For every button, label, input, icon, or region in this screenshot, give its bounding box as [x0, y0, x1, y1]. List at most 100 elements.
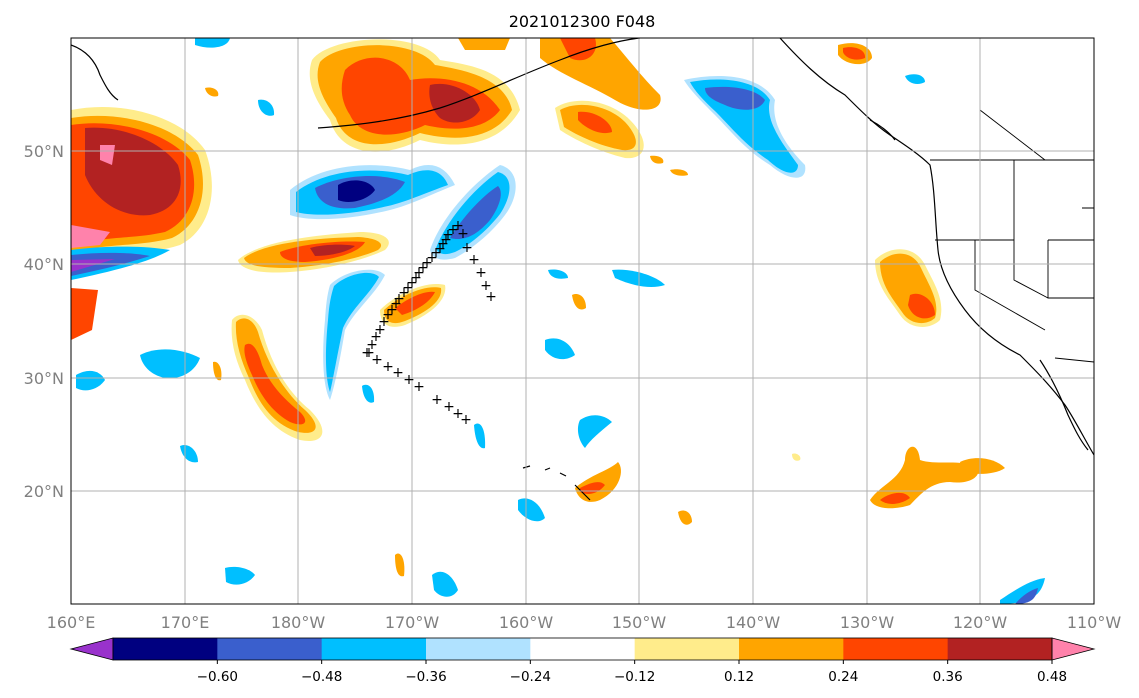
colorbar-segment: [843, 638, 949, 660]
track-marker: +: [378, 314, 390, 330]
nevada-california-border: [974, 240, 1046, 331]
positive-anomaly-region: [870, 446, 979, 509]
storm-track: ++++++++++++++++++++++++++ ++ +++ +++++++++: [361, 218, 497, 428]
lon-tick-label: 140°W: [726, 613, 781, 632]
lon-tick-label: 170°E: [161, 613, 210, 632]
negative-anomaly-region: [450, 186, 501, 240]
positive-anomaly-region: [71, 288, 98, 340]
negative-anomaly-region: [548, 269, 568, 279]
negative-anomaly-region: [71, 259, 115, 272]
track-marker: +: [460, 412, 472, 428]
track-marker: +: [392, 365, 404, 381]
negative-anomaly-region: [690, 79, 798, 173]
track-marker: +: [434, 241, 446, 257]
map-frame: [70, 37, 1095, 605]
colorbar: −0.60 −0.48 −0.36 −0.24 −0.12 0.12 0.24 0.36 0.4…: [69, 637, 1096, 685]
positive-anomaly-region: [458, 38, 510, 50]
lon-tick-label: 110°W: [1067, 613, 1122, 632]
positive-anomaly-region: [960, 458, 1005, 474]
track-marker: +: [452, 218, 464, 234]
kamchatka-coast: [71, 44, 119, 101]
track-marker: +: [457, 226, 469, 242]
lon-tick-label: 120°W: [953, 613, 1008, 632]
track-marker: +: [410, 270, 422, 286]
track-marker: +: [374, 322, 386, 338]
state-borders: [935, 160, 1094, 299]
lat-tick-label: 20°N: [24, 482, 64, 501]
track-marker: +: [366, 337, 378, 353]
negative-anomaly-region: [1000, 578, 1045, 604]
negative-anomaly-region: [905, 74, 925, 84]
track-marker: +: [443, 399, 455, 415]
plot-title: 2021012300 F048: [509, 12, 656, 31]
track-marker: +: [413, 379, 425, 395]
track-marker: +: [475, 265, 487, 281]
track-marker: +: [386, 302, 398, 318]
track-marker: +: [431, 392, 443, 408]
colorbar-segment: [321, 638, 427, 660]
map-panel: ++++++++++++++++++++++++++ ++ +++ +++++++++: [70, 37, 1095, 605]
north-america-coast: [779, 38, 1094, 456]
track-marker: +: [447, 222, 459, 238]
lon-tick-label: 180°W: [271, 613, 326, 632]
colorbar-segment: [634, 638, 740, 660]
positive-anomaly-region: [235, 318, 316, 433]
colorbar-frame: [112, 637, 1053, 661]
colorbar-segment: [426, 638, 531, 660]
positive-anomaly-region: [572, 294, 586, 310]
negative-anomaly-region: [432, 571, 458, 597]
positive-anomaly-region: [843, 47, 866, 60]
positive-anomaly-region: [310, 244, 355, 256]
track-marker: +: [430, 245, 442, 261]
track-marker: +: [371, 352, 383, 368]
positive-anomaly-region: [650, 155, 664, 164]
positive-anomaly-region: [213, 361, 222, 381]
track-marker: +: [437, 236, 449, 252]
track-marker: +: [382, 359, 394, 375]
gridlines: [71, 38, 1094, 604]
track-marker: +: [413, 265, 425, 281]
negative-anomaly-region: [225, 566, 255, 585]
track-marker: +: [452, 406, 464, 422]
positive-anomaly-region: [205, 87, 219, 97]
track-marker: +: [363, 345, 375, 361]
track-marker: +: [480, 278, 492, 294]
track-marker: +: [390, 296, 402, 312]
colorbar-tick-label: −0.24: [510, 669, 551, 685]
track-marker: +: [442, 227, 454, 243]
negative-anomaly-region: [362, 384, 375, 403]
positive-anomaly-region: [71, 145, 115, 248]
track-marker: +: [461, 240, 473, 256]
colorbar-segment: [947, 638, 1053, 660]
positive-anomaly-region: [244, 343, 306, 425]
lon-tick-label: 160°E: [47, 613, 96, 632]
aleutian-arc: [317, 38, 641, 129]
lon-tick-label: 150°W: [612, 613, 667, 632]
positive-anomaly-region: [395, 553, 405, 577]
track-marker: +: [421, 255, 433, 271]
track-marker: +: [417, 260, 429, 276]
negative-anomaly-region: [325, 272, 379, 392]
colorbar-segment: [113, 638, 218, 660]
track-marker: +: [406, 275, 418, 291]
negative-anomaly-region: [1015, 588, 1038, 604]
colorbar-tick-label: −0.12: [614, 669, 655, 685]
positive-anomaly-region: [880, 492, 910, 504]
positive-anomaly-region: [395, 291, 435, 315]
track-marker: +: [485, 289, 497, 305]
positive-anomaly-region: [678, 510, 692, 525]
colorbar-tick-label: −0.60: [197, 669, 238, 685]
negative-anomaly-region: [76, 370, 105, 391]
colorbar-tick-label: −0.48: [301, 669, 342, 685]
track-marker: +: [361, 345, 373, 361]
lat-tick-label: 30°N: [24, 369, 64, 388]
negative-anomaly-region: [705, 86, 765, 110]
lon-tick-label: 170°W: [385, 613, 440, 632]
colorbar-segment: [69, 637, 114, 661]
negative-anomaly-region: [195, 38, 230, 48]
negative-anomaly-region: [518, 498, 545, 522]
positive-anomaly-region: [670, 169, 688, 176]
negative-anomaly-region: [474, 423, 486, 449]
track-marker: +: [440, 232, 452, 248]
